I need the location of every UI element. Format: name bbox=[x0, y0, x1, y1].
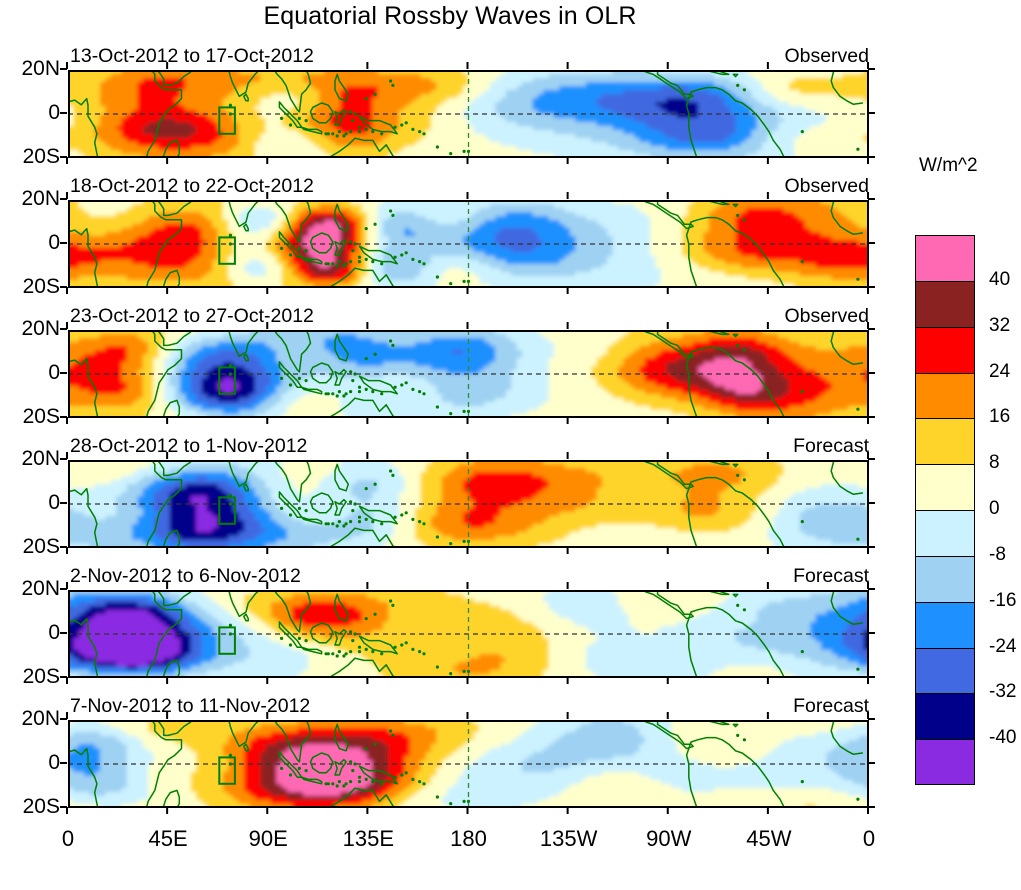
x-tick-label: 45W bbox=[724, 826, 814, 852]
map-canvas bbox=[68, 200, 869, 288]
x-tick-label: 0 bbox=[23, 826, 113, 852]
colorbar-band bbox=[915, 693, 975, 740]
map-canvas bbox=[68, 590, 869, 678]
x-tick-label: 135W bbox=[524, 826, 614, 852]
colorbar-band bbox=[915, 601, 975, 648]
colorbar-band bbox=[915, 280, 975, 328]
colorbar-band bbox=[915, 326, 975, 373]
panel-5: 2-Nov-2012 to 6-Nov-2012 Forecast 20N 0 20S bbox=[21, 565, 875, 688]
colorbar-units-label: W/m^2 bbox=[919, 155, 978, 177]
panel-1: 13-Oct-2012 to 17-Oct-2012 Observed 20N 0 20… bbox=[21, 45, 875, 168]
panel-date-range: 18-Oct-2012 to 22-Oct-2012 bbox=[70, 175, 314, 198]
map-canvas bbox=[68, 460, 869, 548]
colorbar-tick-label: -32 bbox=[989, 681, 1016, 703]
panel-date-range: 2-Nov-2012 to 6-Nov-2012 bbox=[70, 565, 301, 588]
map-canvas bbox=[68, 720, 869, 808]
y-tick-label: 20N bbox=[2, 447, 60, 471]
y-tick-label: 20S bbox=[2, 795, 60, 819]
panel-6: 7-Nov-2012 to 11-Nov-2012 Forecast 20N 0 20S bbox=[21, 695, 875, 818]
y-tick-label: 0 bbox=[2, 621, 60, 645]
panel-status: Forecast bbox=[793, 695, 869, 718]
colorbar-tick-label: -8 bbox=[989, 544, 1006, 566]
panel-status: Observed bbox=[784, 305, 869, 328]
x-tick-label: 90W bbox=[624, 826, 714, 852]
colorbar-tick-label: 40 bbox=[989, 269, 1010, 291]
colorbar-tick-label: -16 bbox=[989, 590, 1016, 612]
colorbar-band bbox=[915, 555, 975, 603]
y-tick-label: 20N bbox=[2, 187, 60, 211]
y-tick-label: 20N bbox=[2, 577, 60, 601]
colorbar-tick-label: -24 bbox=[989, 636, 1016, 658]
page-title: Equatorial Rossby Waves in OLR bbox=[0, 2, 900, 31]
panel-status: Observed bbox=[784, 175, 869, 198]
colorbar-band bbox=[915, 235, 975, 282]
y-tick-label: 0 bbox=[2, 101, 60, 125]
colorbar-band bbox=[915, 418, 975, 465]
colorbar-outline bbox=[915, 235, 975, 785]
colorbar-tick-label: -40 bbox=[989, 727, 1016, 749]
colorbar-band bbox=[915, 372, 975, 419]
y-tick-label: 0 bbox=[2, 361, 60, 385]
y-tick-label: 0 bbox=[2, 751, 60, 775]
y-tick-label: 20S bbox=[2, 665, 60, 689]
colorbar-band bbox=[915, 739, 975, 786]
panel-status: Forecast bbox=[793, 435, 869, 458]
y-tick-label: 20N bbox=[2, 57, 60, 81]
panel-date-range: 28-Oct-2012 to 1-Nov-2012 bbox=[70, 435, 307, 458]
panel-4: 28-Oct-2012 to 1-Nov-2012 Forecast 20N 0 20S bbox=[21, 435, 875, 558]
panel-date-range: 23-Oct-2012 to 27-Oct-2012 bbox=[70, 305, 314, 328]
y-tick-label: 20S bbox=[2, 275, 60, 299]
colorbar-tick-label: 0 bbox=[989, 498, 1000, 520]
colorbar-tick-label: 24 bbox=[989, 361, 1010, 383]
panel-status: Observed bbox=[784, 45, 869, 68]
panel-3: 23-Oct-2012 to 27-Oct-2012 Observed 20N 0 20… bbox=[21, 305, 875, 428]
y-tick-label: 20N bbox=[2, 707, 60, 731]
panel-date-range: 13-Oct-2012 to 17-Oct-2012 bbox=[70, 45, 314, 68]
colorbar-tick-label: 16 bbox=[989, 406, 1010, 428]
y-tick-label: 0 bbox=[2, 491, 60, 515]
y-tick-label: 20S bbox=[2, 535, 60, 559]
colorbar-tick-label: 32 bbox=[989, 315, 1010, 337]
panel-status: Forecast bbox=[793, 565, 869, 588]
panel-2: 18-Oct-2012 to 22-Oct-2012 Observed 20N 0 20… bbox=[21, 175, 875, 298]
colorbar-band bbox=[915, 647, 975, 694]
colorbar-band bbox=[915, 510, 975, 557]
panel-date-range: 7-Nov-2012 to 11-Nov-2012 bbox=[70, 695, 310, 718]
y-tick-label: 0 bbox=[2, 231, 60, 255]
x-tick-label: 45E bbox=[123, 826, 213, 852]
x-tick-label: 90E bbox=[223, 826, 313, 852]
x-tick-label: 135E bbox=[323, 826, 413, 852]
colorbar-band bbox=[915, 464, 975, 511]
y-tick-label: 20S bbox=[2, 145, 60, 169]
x-tick-label: 0 bbox=[824, 826, 914, 852]
colorbar-tick-label: 8 bbox=[989, 452, 1000, 474]
x-tick-label: 180 bbox=[424, 826, 514, 852]
y-tick-label: 20N bbox=[2, 317, 60, 341]
y-tick-label: 20S bbox=[2, 405, 60, 429]
